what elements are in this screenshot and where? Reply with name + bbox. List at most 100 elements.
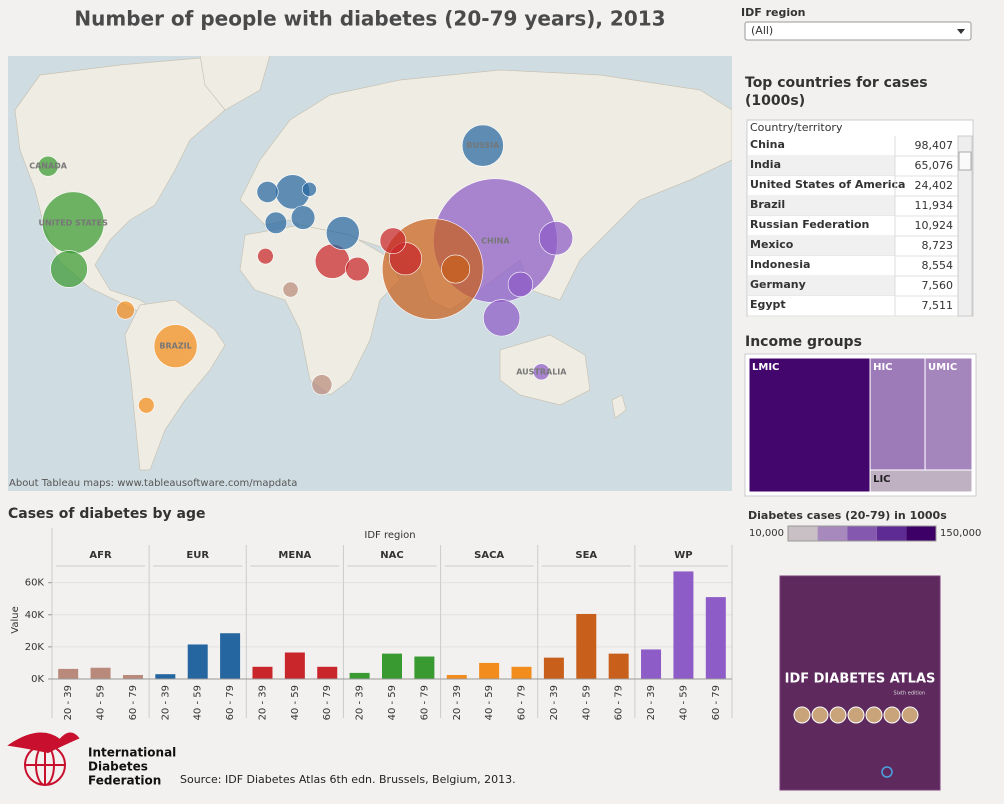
bubble (257, 247, 274, 265)
x-tick-label: 20 - 39 (63, 685, 74, 720)
y-tick-label: 0K (31, 674, 44, 685)
legend-swatch (847, 526, 877, 541)
bar (122, 674, 143, 679)
book-border (779, 575, 941, 791)
x-tick-label: 60 - 79 (128, 685, 139, 720)
filter-label: IDF region (741, 6, 806, 19)
country-name: Brazil (750, 198, 785, 211)
country-name: Russian Federation (750, 218, 869, 231)
book-title: IDF DIABETES ATLAS (785, 672, 936, 687)
legend-frame (787, 525, 937, 542)
x-tick-label: 40 - 59 (96, 685, 107, 720)
map-attribution: About Tableau maps: www.tableausoftware.… (9, 478, 297, 489)
bubble (325, 216, 360, 250)
bubble (345, 256, 370, 282)
bubble-label: CHINA (481, 236, 510, 245)
map: CHINA UNITED STATES BRAZIL RUSSIA CANADA AUST… (8, 56, 732, 491)
x-tick-label: 40 - 59 (581, 685, 592, 720)
color-legend: 10,000 150,000 (749, 525, 981, 542)
bubble (483, 299, 521, 337)
scrollbar[interactable] (957, 135, 973, 317)
bubble (256, 180, 279, 203)
facet-header: SEA (575, 550, 597, 561)
idf-logo (7, 732, 80, 786)
legend-swatch (817, 526, 848, 541)
bubble (532, 363, 550, 381)
bubble (290, 205, 316, 230)
country-cases: 98,407 (915, 139, 954, 152)
table-header: Country/territory (750, 121, 843, 134)
y-axis-label: Value (10, 606, 21, 633)
bubble (282, 281, 299, 298)
legend-swatch (788, 526, 818, 541)
x-tick-label: 60 - 79 (419, 685, 430, 720)
country-cases: 8,554 (922, 259, 954, 272)
bar (155, 674, 176, 679)
bubble (301, 181, 317, 197)
x-tick-label: 20 - 39 (160, 685, 171, 720)
x-tick-label: 20 - 39 (257, 685, 268, 720)
facet-header: EUR (186, 550, 209, 561)
x-tick-label: 40 - 59 (290, 685, 301, 720)
bar (446, 674, 467, 679)
x-tick-label: 20 - 39 (646, 685, 657, 720)
x-tick-label: 60 - 79 (711, 685, 722, 720)
x-tick-label: 40 - 59 (193, 685, 204, 720)
bubble (379, 227, 407, 255)
country-cases: 8,723 (922, 239, 954, 252)
bubble (37, 155, 59, 177)
table-row (748, 176, 895, 196)
logo-text: Diabetes (88, 760, 148, 774)
bubble-label: BRAZIL (159, 342, 191, 351)
table-row (748, 196, 895, 216)
country-name: Indonesia (750, 258, 810, 271)
country-name: Germany (750, 278, 806, 291)
bubble (538, 221, 574, 256)
facet-header: MENA (278, 550, 311, 561)
treemap-cell (748, 357, 871, 493)
bar (576, 613, 597, 679)
logo-text: International (88, 746, 176, 760)
dashboard-title: Number of people with diabetes (20-79 ye… (74, 7, 665, 31)
treemap-label: LIC (873, 474, 890, 485)
source-note: Source: IDF Diabetes Atlas 6th edn. Brus… (180, 773, 516, 786)
country-cases: 24,402 (915, 179, 954, 192)
bubble (311, 374, 333, 396)
table-row (748, 236, 895, 256)
table-row (748, 256, 895, 276)
country-cases: 7,511 (922, 299, 954, 312)
x-tick-label: 60 - 79 (225, 685, 236, 720)
x-tick-label: 60 - 79 (322, 685, 333, 720)
facet-header: SACA (474, 550, 504, 561)
dropdown-arrow[interactable] (957, 29, 965, 34)
country-name: United States of America (750, 178, 905, 191)
land (199, 56, 271, 111)
facet-header: NAC (380, 550, 403, 561)
bubble (264, 211, 288, 234)
y-tick-label: 60K (25, 578, 45, 589)
legend-max: 150,000 (940, 528, 981, 539)
treemap-label: HIC (873, 362, 892, 373)
x-tick-label: 60 - 79 (614, 685, 625, 720)
x-tick-label: 60 - 79 (517, 685, 528, 720)
bubble (138, 397, 155, 414)
legend-swatch (906, 526, 936, 541)
scroll-thumb[interactable] (958, 151, 972, 171)
country-name: Mexico (750, 238, 794, 251)
country-cases: 65,076 (915, 159, 954, 172)
treemap-cell (924, 357, 973, 471)
country-cases: 7,560 (922, 279, 954, 292)
land (611, 394, 627, 419)
table-body: China 98,407 India 65,076 United States of A… (748, 136, 958, 317)
bar (349, 672, 370, 679)
table-row (748, 296, 895, 316)
bar (673, 571, 694, 679)
region-dropdown[interactable] (744, 21, 972, 41)
treemap-title: Income groups (745, 334, 862, 350)
bubble-label: CANADA (29, 162, 68, 171)
table-title: Top countries for cases (1000s) (745, 75, 928, 109)
bubble-label: UNITED STATES (38, 218, 108, 227)
bar (220, 633, 241, 679)
bar (479, 662, 500, 679)
bubble (461, 124, 504, 167)
